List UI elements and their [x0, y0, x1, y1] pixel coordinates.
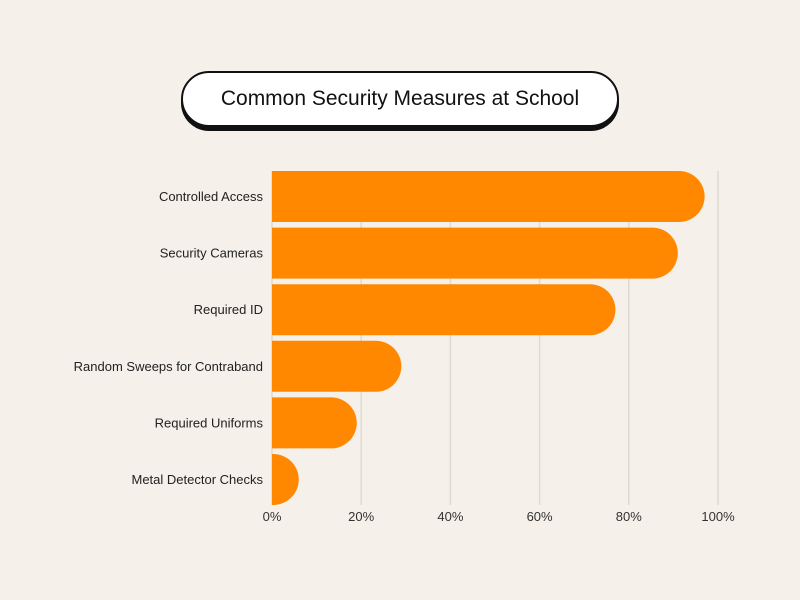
category-label: Metal Detector Checks — [132, 472, 264, 487]
bar — [272, 454, 299, 505]
x-tick-label: 80% — [616, 509, 642, 524]
category-label: Random Sweeps for Contraband — [74, 359, 263, 374]
chart-title: Common Security Measures at School — [181, 71, 619, 127]
bar — [272, 340, 402, 392]
x-tick-label: 40% — [437, 509, 463, 524]
bar — [272, 397, 357, 449]
bar — [272, 227, 678, 279]
category-label: Required ID — [194, 302, 263, 317]
x-tick-label: 100% — [701, 509, 735, 524]
x-tick-label: 0% — [263, 509, 282, 524]
bar — [272, 284, 616, 336]
category-label: Security Cameras — [160, 246, 264, 261]
bar — [272, 171, 705, 222]
x-tick-label: 20% — [348, 509, 374, 524]
category-label: Required Uniforms — [155, 415, 264, 430]
x-tick-label: 60% — [527, 509, 553, 524]
category-label: Controlled Access — [159, 189, 264, 204]
